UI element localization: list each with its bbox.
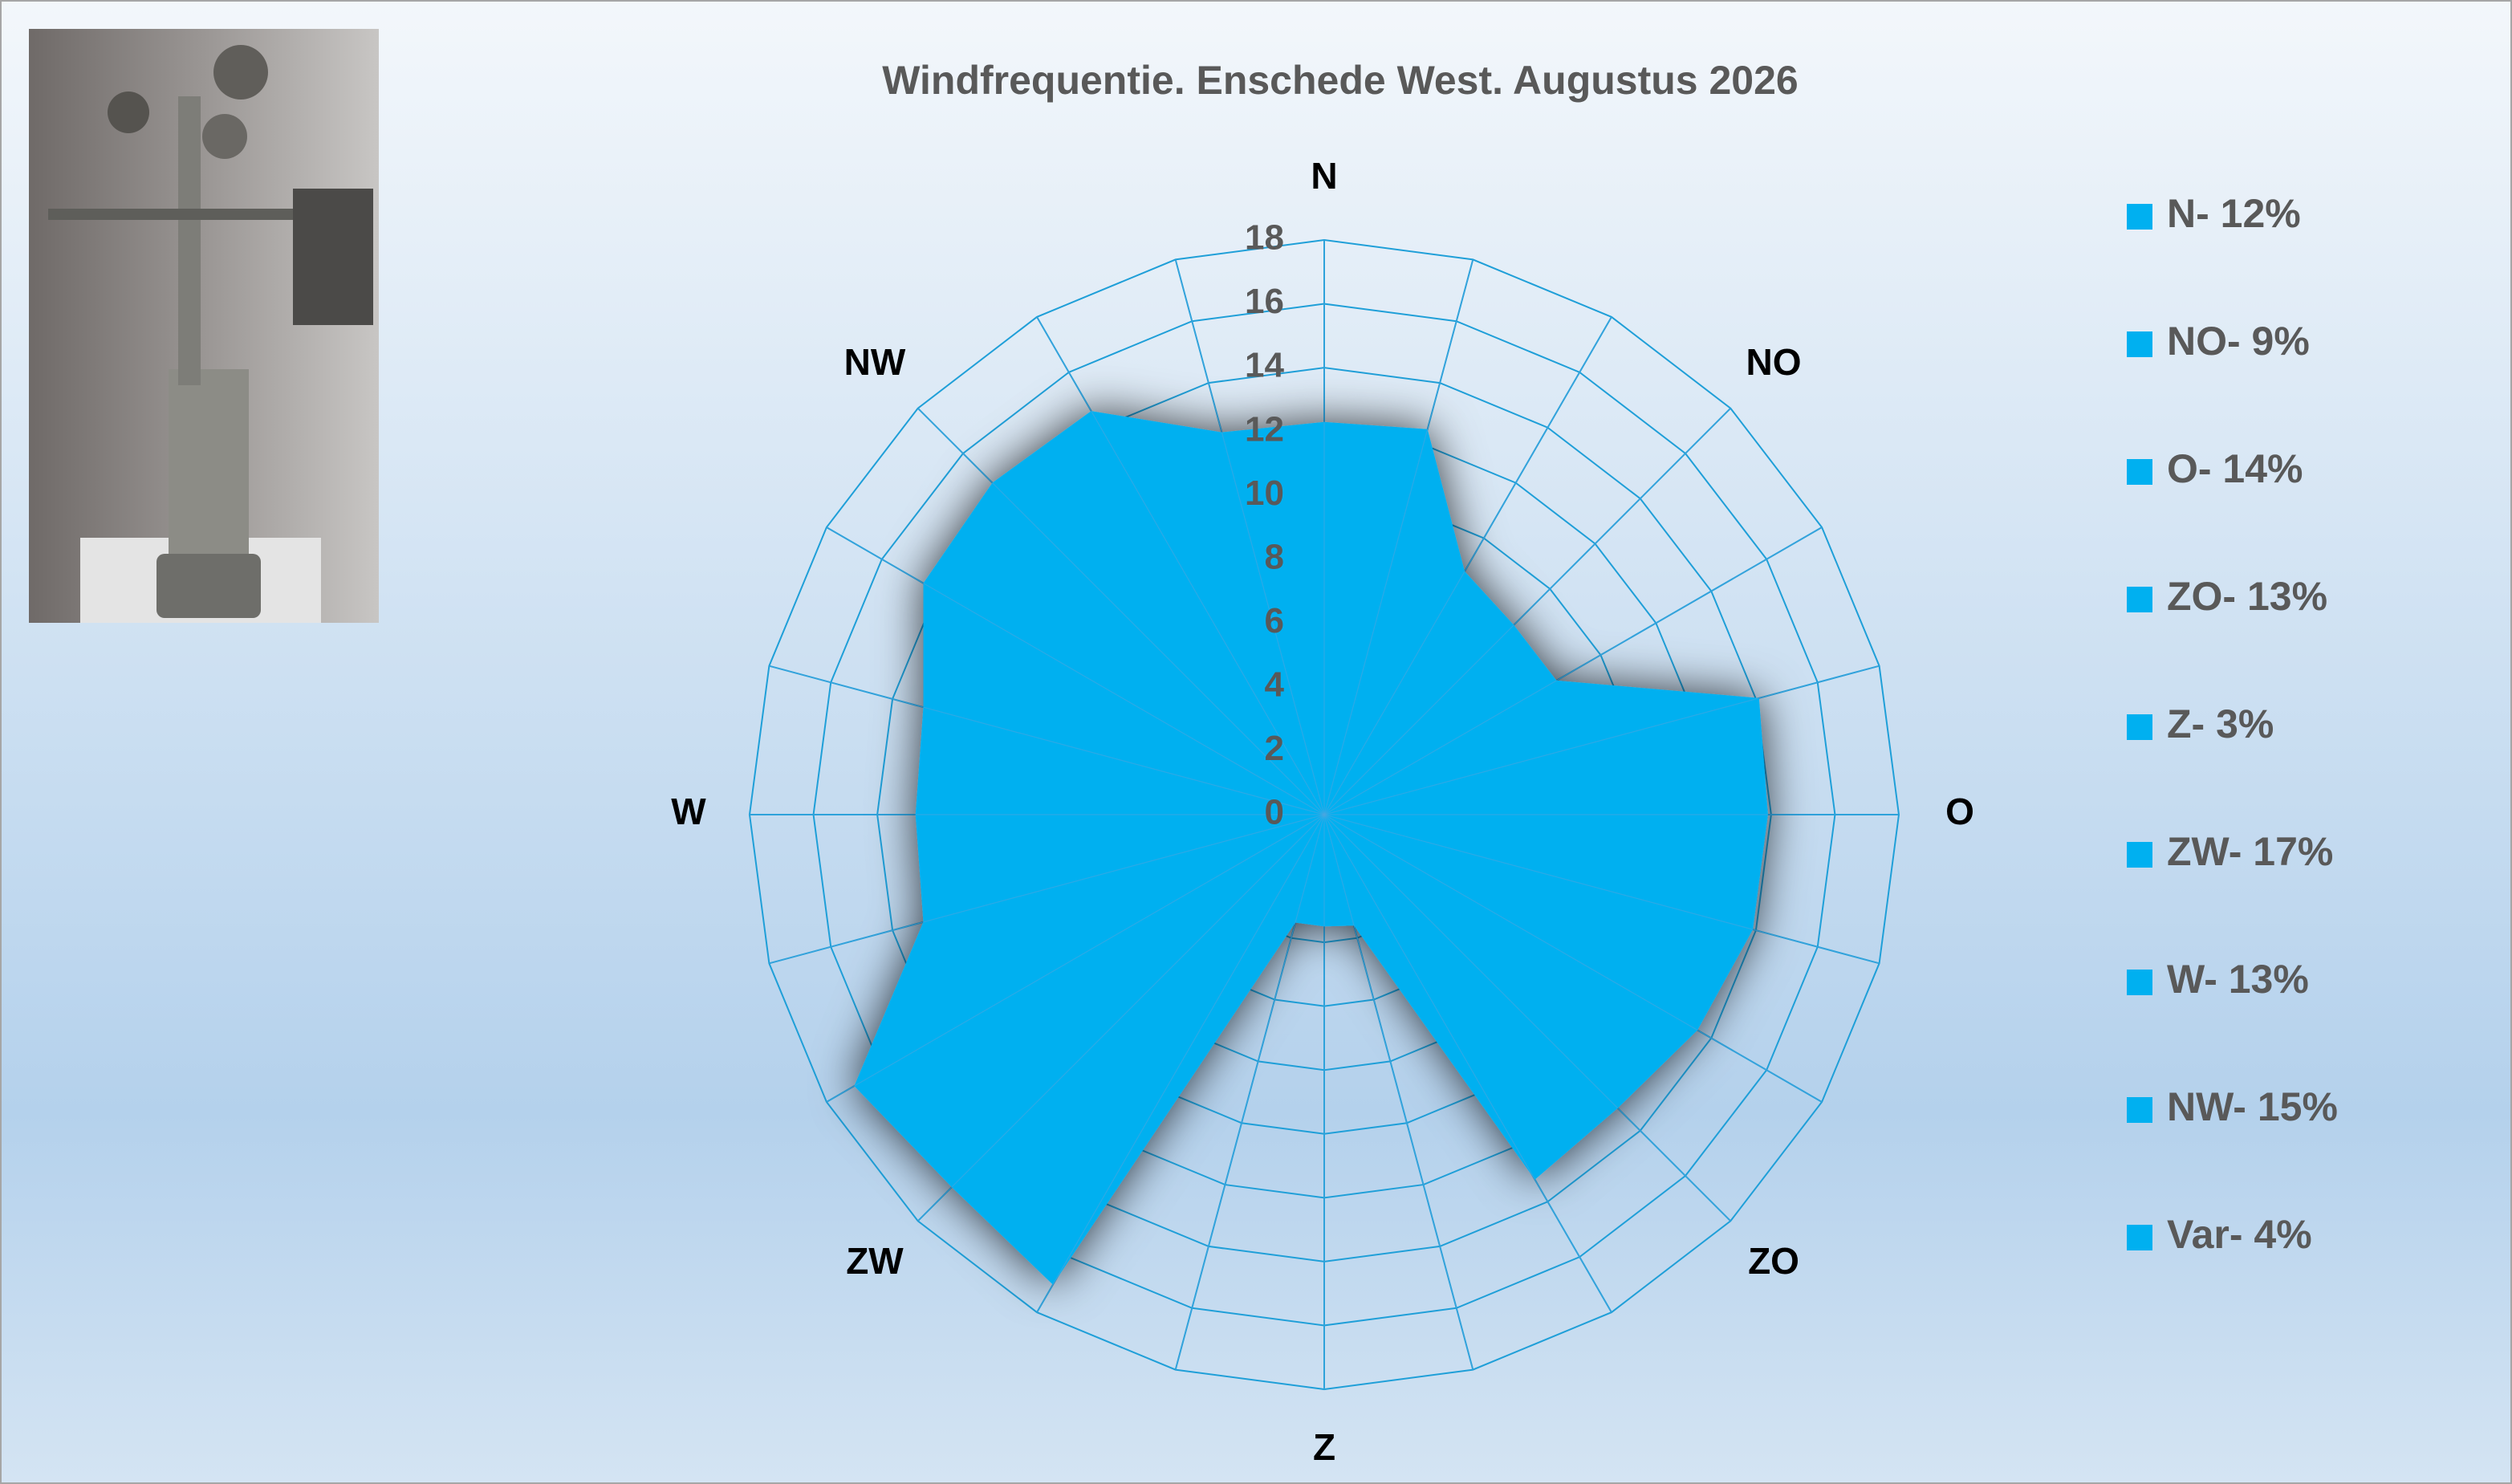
spoke-overlay bbox=[826, 527, 1325, 815]
r-tick-label: 10 bbox=[1245, 474, 1284, 513]
spoke-overlay bbox=[769, 665, 1325, 815]
legend-label: W- 13% bbox=[2167, 957, 2309, 1002]
chart-title: Windfrequentie. Enschede West. Augustus … bbox=[882, 58, 1798, 103]
category-label: Z bbox=[1313, 1426, 1335, 1468]
spoke-overlay bbox=[1323, 814, 1731, 1222]
category-label: ZO bbox=[1748, 1240, 1799, 1282]
spoke-overlay bbox=[1036, 316, 1325, 815]
anemometer-photo bbox=[29, 29, 379, 623]
spoke-overlay bbox=[1323, 408, 1731, 815]
legend-swatch bbox=[2127, 842, 2152, 868]
legend-label: N- 12% bbox=[2167, 191, 2301, 236]
spoke-overlay bbox=[917, 814, 1325, 1222]
spoke-overlay bbox=[1323, 814, 1880, 964]
spoke-overlay bbox=[1175, 814, 1325, 1370]
spoke-overlay bbox=[1175, 259, 1325, 815]
legend-label: ZW- 17% bbox=[2167, 829, 2333, 874]
spoke-overlay bbox=[1323, 259, 1473, 815]
r-tick-label: 18 bbox=[1245, 218, 1284, 258]
r-tick-label: 16 bbox=[1245, 282, 1284, 321]
r-tick-label: 6 bbox=[1265, 601, 1284, 640]
spoke-overlay bbox=[1323, 665, 1880, 815]
r-tick-label: 2 bbox=[1265, 729, 1284, 768]
r-tick-label: 12 bbox=[1245, 409, 1284, 449]
legend-label: NW- 15% bbox=[2167, 1084, 2338, 1129]
spoke-overlay bbox=[1323, 814, 1612, 1313]
spoke-overlay bbox=[1323, 814, 1823, 1103]
legend-swatch bbox=[2127, 714, 2152, 740]
legend-label: NO- 9% bbox=[2167, 319, 2310, 364]
category-label: O bbox=[1945, 791, 1974, 832]
legend-label: Var- 4% bbox=[2167, 1212, 2312, 1257]
r-tick-label: 0 bbox=[1265, 793, 1284, 832]
r-tick-label: 4 bbox=[1265, 665, 1285, 705]
legend-swatch bbox=[2127, 587, 2152, 612]
legend-swatch bbox=[2127, 204, 2152, 230]
category-label: NW bbox=[844, 341, 906, 383]
spoke-overlay bbox=[1323, 316, 1612, 815]
spoke-overlay bbox=[1323, 527, 1823, 815]
spoke-overlay bbox=[769, 814, 1325, 964]
category-label: ZW bbox=[846, 1240, 904, 1282]
legend-swatch bbox=[2127, 1225, 2152, 1250]
legend-label: O- 14% bbox=[2167, 446, 2303, 491]
spoke-overlay bbox=[826, 814, 1325, 1103]
spoke-overlay bbox=[1323, 814, 1473, 1370]
legend-swatch bbox=[2127, 459, 2152, 485]
legend-label: Z- 3% bbox=[2167, 701, 2274, 746]
category-label: W bbox=[671, 791, 706, 832]
r-tick-label: 8 bbox=[1265, 537, 1284, 576]
legend-swatch bbox=[2127, 1097, 2152, 1123]
category-label: N bbox=[1311, 155, 1337, 197]
legend-label: ZO- 13% bbox=[2167, 574, 2327, 619]
legend-swatch bbox=[2127, 970, 2152, 995]
spoke-overlay bbox=[917, 408, 1325, 815]
r-tick-label: 14 bbox=[1245, 346, 1284, 385]
radar-area bbox=[854, 411, 1768, 1285]
spoke-overlay bbox=[1036, 814, 1325, 1313]
legend-swatch bbox=[2127, 331, 2152, 357]
category-label: NO bbox=[1746, 341, 1802, 383]
